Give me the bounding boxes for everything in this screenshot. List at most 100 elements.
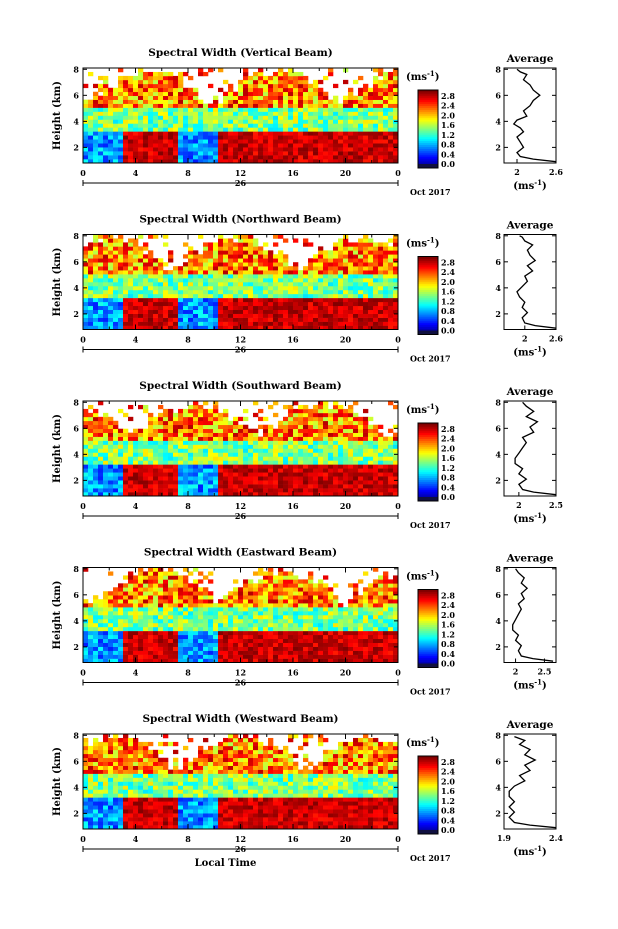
heatmap-cell: [208, 420, 214, 426]
heatmap-cell: [188, 599, 194, 604]
heatmap-cell: [223, 456, 229, 461]
average-x-axis-label: (ms-1): [513, 345, 546, 359]
heatmap-cell: [378, 317, 384, 322]
heatmap-cell: [93, 258, 99, 263]
heatmap-cell: [93, 599, 99, 604]
heatmap-cell: [218, 460, 224, 465]
heatmap-cell: [118, 143, 124, 148]
heatmap-cell: [198, 115, 204, 120]
heatmap-cell: [363, 91, 369, 97]
y-axis-label: Height (km): [52, 414, 63, 483]
heatmap-cell: [348, 151, 354, 156]
colorbar-segment: [418, 260, 438, 263]
heatmap-cell: [98, 115, 104, 120]
heatmap-cell: [163, 420, 169, 426]
heatmap-cell: [198, 468, 204, 473]
heatmap-cell: [213, 147, 219, 152]
heatmap-cell: [213, 416, 219, 422]
heatmap-cell: [238, 103, 244, 108]
heatmap-cell: [83, 650, 89, 655]
heatmap-cell: [363, 250, 369, 255]
heatmap-cell: [238, 440, 244, 445]
heatmap-cell: [298, 464, 304, 469]
colorbar-segment: [418, 274, 438, 277]
heatmap-cell: [268, 464, 274, 469]
heatmap-cell: [163, 416, 169, 422]
heatmap-cell: [268, 103, 274, 108]
heatmap-cell: [228, 297, 234, 303]
heatmap-cell: [348, 404, 354, 410]
heatmap-cell: [233, 91, 239, 97]
heatmap-cell: [393, 321, 399, 326]
heatmap-cell: [343, 412, 349, 418]
heatmap-cell: [313, 309, 319, 314]
heatmap-cell: [358, 464, 364, 469]
heatmap-cell: [178, 99, 184, 104]
heatmap-cell: [108, 297, 114, 303]
heatmap-cell: [193, 151, 199, 156]
heatmap-cell: [248, 115, 254, 120]
heatmap-cell: [143, 428, 149, 433]
heatmap-cell: [263, 285, 269, 291]
heatmap-cell: [103, 91, 109, 97]
heatmap-cell: [343, 135, 349, 140]
heatmap-cell: [173, 317, 179, 322]
heatmap-cell: [293, 464, 299, 469]
heatmap-cell: [333, 127, 339, 132]
heatmap-cell: [208, 131, 214, 136]
heatmap-cell: [243, 444, 249, 449]
heatmap-cell: [223, 111, 229, 116]
heatmap-cell: [98, 83, 104, 89]
heatmap-cell: [123, 476, 129, 481]
heatmap-cell: [393, 68, 399, 73]
heatmap-cell: [263, 484, 269, 489]
heatmap-cell: [228, 611, 234, 616]
heatmap-cell: [178, 278, 184, 283]
heatmap-cell: [213, 476, 219, 481]
heatmap-cell: [143, 270, 149, 275]
heatmap-cell: [248, 305, 254, 311]
heatmap-cell: [178, 325, 184, 330]
heatmap-cell: [98, 317, 104, 322]
heatmap-cell: [128, 472, 134, 477]
heatmap-cell: [393, 254, 399, 259]
heatmap-cell: [278, 79, 284, 85]
heatmap-cell: [193, 424, 199, 430]
heatmap-cell: [198, 611, 204, 616]
heatmap-cell: [363, 123, 369, 128]
heatmap-cell: [143, 658, 149, 663]
heatmap-cell: [218, 650, 224, 655]
heatmap-cell: [268, 139, 274, 144]
heatmap-cell: [158, 274, 164, 279]
heatmap-cell: [253, 83, 259, 89]
colorbar-label: 2.0: [441, 443, 455, 453]
heatmap-cell: [128, 436, 134, 441]
heatmap-cell: [143, 476, 149, 481]
heatmap-cell: [228, 626, 234, 632]
heatmap-cell: [308, 412, 314, 418]
heatmap-cell: [188, 103, 194, 108]
heatmap-cell: [328, 278, 334, 283]
heatmap-cell: [123, 452, 129, 457]
heatmap-cell: [328, 456, 334, 461]
heatmap-cell: [328, 428, 334, 433]
heatmap-cell: [188, 135, 194, 140]
average-y-tick-label: 4: [495, 449, 501, 459]
heatmap-cell: [338, 436, 344, 441]
heatmap-cell: [338, 115, 344, 120]
heatmap-cell: [113, 262, 119, 267]
heatmap-cell: [348, 159, 354, 164]
heatmap-cell: [313, 127, 319, 132]
heatmap-cell: [318, 401, 324, 406]
heatmap-cell: [178, 270, 184, 275]
heatmap-cell: [203, 151, 209, 156]
heatmap-cell: [248, 297, 254, 303]
heatmap-cell: [83, 488, 89, 493]
heatmap-cell: [188, 591, 194, 596]
heatmap-cell: [288, 131, 294, 136]
heatmap-cell: [203, 591, 209, 596]
heatmap-cell: [358, 420, 364, 426]
average-x-tick-label: 2: [514, 167, 520, 177]
heatmap-cell: [258, 293, 264, 299]
heatmap-cell: [213, 642, 219, 647]
